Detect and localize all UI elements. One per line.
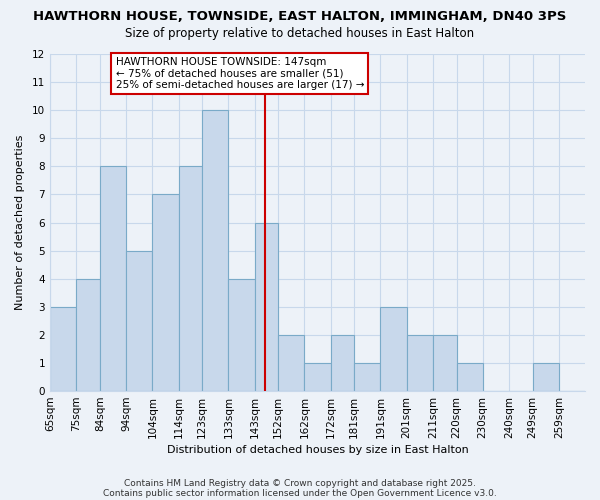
Bar	[304, 363, 331, 391]
Bar	[380, 307, 407, 391]
X-axis label: Distribution of detached houses by size in East Halton: Distribution of detached houses by size …	[167, 445, 469, 455]
Bar	[76, 278, 100, 391]
Y-axis label: Number of detached properties: Number of detached properties	[15, 135, 25, 310]
Bar	[126, 250, 152, 391]
Bar	[179, 166, 202, 391]
Bar	[354, 363, 380, 391]
Bar	[457, 363, 483, 391]
Text: HAWTHORN HOUSE, TOWNSIDE, EAST HALTON, IMMINGHAM, DN40 3PS: HAWTHORN HOUSE, TOWNSIDE, EAST HALTON, I…	[34, 10, 566, 23]
Bar	[278, 335, 304, 391]
Bar	[254, 222, 278, 391]
Bar	[331, 335, 354, 391]
Bar	[407, 335, 433, 391]
Text: Size of property relative to detached houses in East Halton: Size of property relative to detached ho…	[125, 28, 475, 40]
Bar	[100, 166, 126, 391]
Text: Contains HM Land Registry data © Crown copyright and database right 2025.: Contains HM Land Registry data © Crown c…	[124, 478, 476, 488]
Text: HAWTHORN HOUSE TOWNSIDE: 147sqm
← 75% of detached houses are smaller (51)
25% of: HAWTHORN HOUSE TOWNSIDE: 147sqm ← 75% of…	[116, 57, 364, 90]
Bar	[229, 278, 254, 391]
Bar	[533, 363, 559, 391]
Bar	[202, 110, 229, 391]
Bar	[433, 335, 457, 391]
Bar	[152, 194, 179, 391]
Text: Contains public sector information licensed under the Open Government Licence v3: Contains public sector information licen…	[103, 488, 497, 498]
Bar	[50, 307, 76, 391]
